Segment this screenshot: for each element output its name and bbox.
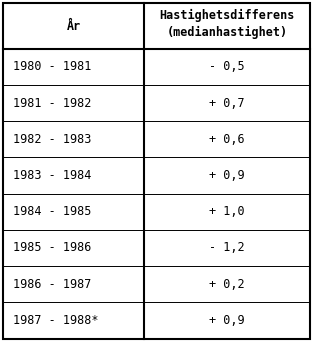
Text: 1981 - 1982: 1981 - 1982 bbox=[13, 96, 91, 109]
Text: + 1,0: + 1,0 bbox=[209, 205, 245, 218]
Text: 1986 - 1987: 1986 - 1987 bbox=[13, 278, 91, 291]
Text: 1985 - 1986: 1985 - 1986 bbox=[13, 241, 91, 254]
Text: + 0,2: + 0,2 bbox=[209, 278, 245, 291]
Text: 1980 - 1981: 1980 - 1981 bbox=[13, 60, 91, 73]
Text: + 0,9: + 0,9 bbox=[209, 169, 245, 182]
Text: - 0,5: - 0,5 bbox=[209, 60, 245, 73]
Text: 1982 - 1983: 1982 - 1983 bbox=[13, 133, 91, 146]
Text: År: År bbox=[67, 19, 81, 32]
Text: 1984 - 1985: 1984 - 1985 bbox=[13, 205, 91, 218]
Text: - 1,2: - 1,2 bbox=[209, 241, 245, 254]
Text: + 0,6: + 0,6 bbox=[209, 133, 245, 146]
Text: + 0,9: + 0,9 bbox=[209, 314, 245, 327]
Text: Hastighetsdifferens
(medianhastighet): Hastighetsdifferens (medianhastighet) bbox=[159, 9, 295, 39]
Text: + 0,7: + 0,7 bbox=[209, 96, 245, 109]
Text: 1983 - 1984: 1983 - 1984 bbox=[13, 169, 91, 182]
Text: 1987 - 1988*: 1987 - 1988* bbox=[13, 314, 98, 327]
